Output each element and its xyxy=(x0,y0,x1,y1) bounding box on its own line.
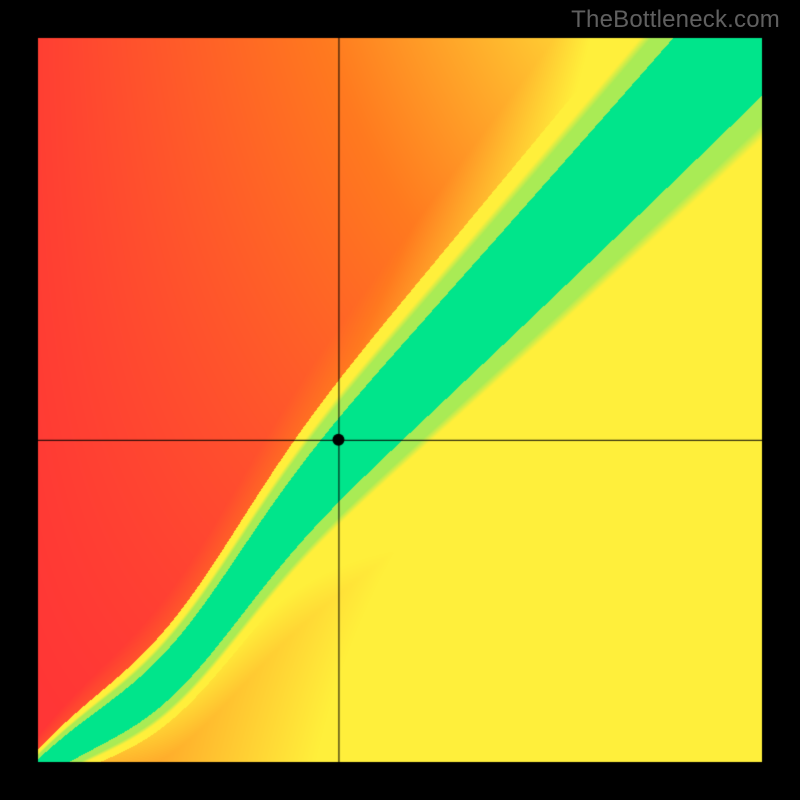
heatmap-canvas xyxy=(0,0,800,800)
watermark-text: TheBottleneck.com xyxy=(571,6,780,34)
chart-container: TheBottleneck.com xyxy=(0,0,800,800)
